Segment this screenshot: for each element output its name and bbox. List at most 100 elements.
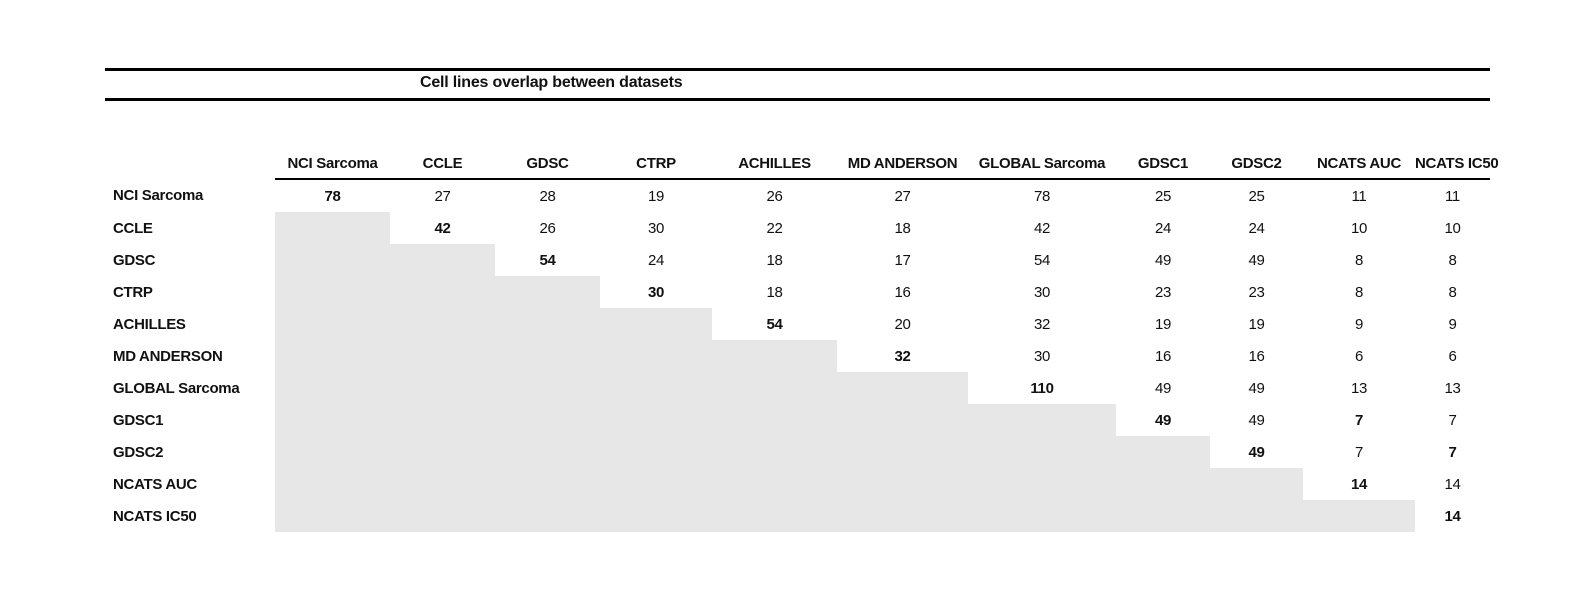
table-cell: 7: [1354, 443, 1364, 461]
table-cell: 10: [1350, 219, 1368, 237]
column-header: GDSC2: [1210, 130, 1303, 180]
shaded-cell: [495, 436, 600, 468]
table-row: MD ANDERSON 32 30 16 16 6 6: [105, 340, 1490, 372]
table-cell: 18: [766, 283, 783, 301]
table-row: ACHILLES 54 20 32 19 19 9 9: [105, 308, 1490, 340]
row-header: CTRP: [113, 283, 153, 301]
table-cell: 20: [894, 315, 911, 333]
shaded-cell: [495, 276, 600, 308]
table-cell: 19: [1248, 315, 1265, 333]
table-cell: 11: [1445, 187, 1460, 205]
shaded-cell: [390, 436, 495, 468]
table-cell: 18: [894, 219, 911, 237]
table-cell: 16: [894, 283, 911, 301]
table-cell: 24: [647, 251, 665, 269]
table-cell: 30: [647, 219, 665, 237]
table-cell: 54: [766, 315, 783, 333]
shaded-cell: [712, 404, 837, 436]
shaded-cell: [495, 308, 600, 340]
table-cell: 26: [766, 187, 783, 205]
shaded-cell: [837, 404, 968, 436]
table-cell: 22: [766, 219, 783, 237]
table-row: GLOBAL Sarcoma 110 49 49 13 13: [105, 372, 1490, 404]
row-header: GLOBAL Sarcoma: [113, 379, 240, 397]
table-cell: 6: [1354, 347, 1364, 365]
row-header: NCI Sarcoma: [113, 187, 204, 204]
shaded-cell: [1210, 500, 1303, 532]
top-rule: [105, 68, 1490, 71]
shaded-cell: [712, 500, 837, 532]
shaded-cell: [837, 500, 968, 532]
shaded-cell: [275, 468, 390, 500]
table-row: NCATS IC50 14: [105, 500, 1490, 532]
shaded-cell: [495, 340, 600, 372]
shaded-cell: [600, 468, 712, 500]
row-header: CCLE: [113, 219, 153, 237]
table-cell: 42: [1033, 219, 1051, 237]
shaded-cell: [275, 404, 390, 436]
shaded-cell: [495, 500, 600, 532]
column-header: CTRP: [600, 130, 712, 180]
table-cell: 6: [1448, 347, 1457, 365]
table-cell: 30: [1033, 347, 1051, 365]
table-cell: 42: [434, 219, 451, 237]
shaded-cell: [600, 340, 712, 372]
table-cell: 8: [1354, 283, 1364, 301]
shaded-cell: [837, 436, 968, 468]
table-cell: 27: [434, 187, 451, 205]
table-row: CCLE 42 26 30 22 18 42 24 24 10 10: [105, 212, 1490, 244]
shaded-cell: [968, 404, 1116, 436]
table-cell: 7: [1448, 443, 1457, 461]
table-cell: 23: [1248, 283, 1265, 301]
table-cell: 7: [1448, 411, 1457, 429]
table-cell: 78: [1033, 187, 1051, 205]
shaded-cell: [712, 468, 837, 500]
shaded-cell: [495, 372, 600, 404]
shaded-cell: [390, 404, 495, 436]
table-cell: 13: [1444, 379, 1461, 397]
table-cell: 49: [1248, 379, 1265, 397]
shaded-cell: [495, 404, 600, 436]
table-cell: 14: [1444, 507, 1461, 525]
table-cell: 16: [1248, 347, 1265, 365]
column-header: MD ANDERSON: [837, 130, 968, 180]
shaded-cell: [837, 372, 968, 404]
shaded-cell: [712, 340, 837, 372]
table-header: NCI Sarcoma CCLE GDSC CTRP ACHILLES MD ANDERS…: [105, 130, 1499, 180]
shaded-cell: [600, 372, 712, 404]
table-cell: 13: [1350, 379, 1368, 397]
shaded-cell: [968, 500, 1116, 532]
table-cell: 17: [894, 251, 911, 269]
table-row: GDSC1 49 49 7 7: [105, 404, 1490, 436]
shaded-cell: [390, 372, 495, 404]
table-cell: 14: [1350, 475, 1368, 493]
shaded-cell: [390, 244, 495, 276]
table-row: GDSC 54 24 18 17 54 49 49 8 8: [105, 244, 1490, 276]
shaded-cell: [837, 468, 968, 500]
table-row: CTRP 30 18 16 30 23 23 8 8: [105, 276, 1490, 308]
table-cell: 27: [894, 187, 911, 205]
table-cell: 32: [1033, 315, 1051, 333]
row-header: GDSC: [113, 251, 156, 269]
table-cell: 9: [1448, 315, 1457, 333]
table-cell: 49: [1154, 251, 1172, 269]
table-row: NCATS AUC 14 14: [105, 468, 1490, 500]
table-cell: 49: [1248, 251, 1265, 269]
row-header: ACHILLES: [113, 315, 186, 333]
shaded-cell: [712, 372, 837, 404]
column-header: CCLE: [390, 130, 495, 180]
shaded-cell: [600, 308, 712, 340]
shaded-cell: [1210, 468, 1303, 500]
shaded-cell: [275, 244, 390, 276]
row-header: GDSC1: [113, 411, 164, 429]
shaded-cell: [390, 276, 495, 308]
table-cell: 49: [1154, 411, 1172, 429]
table-cell: 25: [1248, 187, 1265, 205]
shaded-cell: [390, 340, 495, 372]
shaded-cell: [275, 276, 390, 308]
shaded-cell: [275, 372, 390, 404]
table-cell: 19: [1154, 315, 1172, 333]
corner-cell: [105, 130, 275, 179]
shaded-cell: [1303, 500, 1415, 532]
shaded-cell: [968, 468, 1116, 500]
